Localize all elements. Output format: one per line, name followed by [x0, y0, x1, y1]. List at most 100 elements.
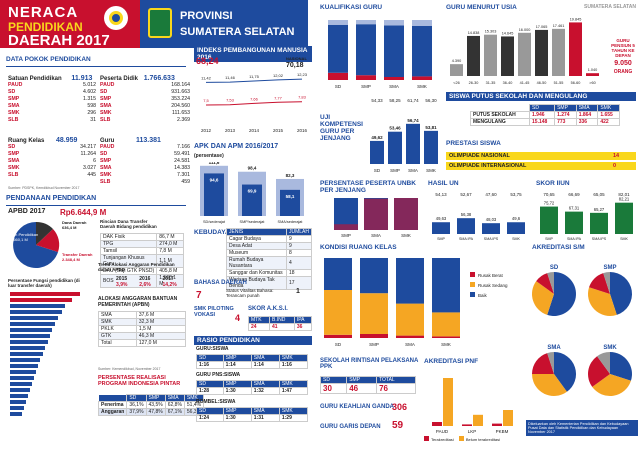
bar [615, 202, 633, 234]
pnf-title: AKREDITASI PNF [424, 358, 479, 365]
uji-value: 53,81 [425, 125, 437, 130]
alokasi-source: Sumber: Kemendikbud, November 2017 [98, 367, 161, 371]
fungsi-bar [10, 346, 45, 350]
uji-cat: SMA [408, 168, 418, 173]
fungsi-bar [10, 298, 72, 302]
ipm-hls-label: 11,75 [249, 74, 259, 79]
apm-bar [242, 184, 262, 216]
akr-slice [536, 273, 554, 294]
fungsi-bar [10, 382, 32, 386]
satuan-list: PAUD 5.012 SD 4.602 SMP 1.315 SMA 598 SMK 296 SLB 3… [8, 82, 96, 124]
apk-cat: SD/sederajat [203, 220, 226, 224]
list-item: SMK 296 [8, 110, 96, 116]
usia-cat: 51-55 [554, 81, 564, 85]
apk-bar-chart: 111,6 94,6 SD/sederajat 98,4 69,9 SMP/sederaj… [200, 162, 304, 224]
bahasa-value: 7 [196, 290, 202, 301]
data-pokok-title: DATA POKOK PENDIDIKAN [6, 56, 91, 63]
list-item: SMP 353.224 [100, 96, 190, 102]
ipm-rls-label: 7,77 [274, 95, 283, 100]
table-row: Sanggar dan Komunitas 18 [226, 269, 313, 277]
rasio-rombel-label: ROMBEL:SISWA [196, 399, 236, 405]
usia-title: GURU MENURUT USIA [446, 4, 517, 11]
table-row: Museum 8 [226, 249, 313, 257]
uji-bar-chart: 54,33 49,62 SD 58,25 53,46 SMP 61,74 56,74 SMA 56… [370, 98, 438, 173]
kondisi-seg [396, 335, 424, 338]
kual-cat: SMK [417, 84, 427, 89]
guru-list: PAUD 7.166 SD 59.491 SMP 24.581 SMA 14.383 SMK 7.… [100, 144, 190, 186]
usia-value: 4.390 [452, 59, 462, 63]
fungsi-bar [10, 340, 48, 344]
kondisi-legend-sq [470, 282, 475, 287]
list-item: SMA 14.383 [100, 165, 190, 171]
kual-seg [384, 20, 404, 26]
piloting-value: 4 [235, 313, 241, 323]
nas-label: 52,67 [460, 192, 472, 197]
kondisi-legend: Rusak Sedang [478, 283, 508, 288]
ipm-rls-label: 7,53 [226, 98, 235, 103]
usia-bar [535, 29, 548, 76]
header-title-3: DAERAH 2017 [8, 32, 110, 49]
akr-slice [532, 353, 554, 374]
ipm-rls-label: 7,66 [250, 96, 259, 101]
pendanaan-title: PENDANAAN PENDIDIKAN [6, 195, 97, 202]
akr-slice [610, 352, 632, 381]
ipm-nasional: 70,18 [286, 62, 304, 69]
alokasi-title: ALOKASI ANGGARAN BANTUAN PEMERINTAH (APB… [98, 296, 178, 308]
bar-cat: SMK [620, 237, 628, 241]
bar-value: 48,03 [486, 217, 497, 222]
aksi-table: MTK B.IND IPA 24 41 36 [247, 316, 313, 331]
uji-nas: 61,74 [407, 98, 419, 103]
pnf-cat: PAUD [436, 429, 449, 434]
usia-value: 19.845 [570, 17, 582, 21]
pnf-bar [462, 424, 472, 426]
ipm-value: 68,24 [196, 56, 219, 66]
trend-title: Trend Alokasi Anggaran Pendidikan dalam … [98, 262, 175, 272]
bar [565, 211, 583, 234]
satuan-block: Satuan Pendidikan 11.913 PAUD 5.012 SD 4.60… [8, 75, 96, 124]
usia-value: 16.000 [519, 28, 531, 32]
pnf-bar [443, 378, 453, 426]
piloting-title: SMK PILOTING VOKASI [194, 306, 234, 318]
bar-value: 49,63 [436, 216, 447, 221]
fungsi-bar [10, 352, 43, 356]
bar-cat: SMA IPA [459, 237, 474, 241]
ipm-line-chart: 2012 2013 2014 2015 2016 11,42 11,46 11,75 12,02… [201, 72, 308, 133]
bar-value: 65,27 [594, 207, 605, 212]
usia-bar [484, 34, 497, 76]
pnf-bar [492, 423, 502, 426]
kondisi-cat: SMK [441, 342, 451, 347]
bar [540, 206, 558, 234]
uji-nas: 56,30 [425, 98, 437, 103]
akr-slice [547, 272, 576, 316]
ipm-title: INDEKS PEMBANGUNAN MANUSIA 2016 [194, 46, 312, 62]
list-item: SMK 3.027 [8, 165, 96, 171]
unbk-fill [334, 224, 358, 230]
apbd-value: Rp6.644,9 M [60, 208, 107, 217]
usia-cat: 41-45 [520, 81, 530, 85]
trend-table: 2015 2016 2017 3,9% 2,6% 14,2% [116, 276, 177, 288]
table-row: SMK 32,3 M [98, 318, 187, 326]
kual-cat: SMA [389, 84, 399, 89]
rasio-pns-table: SD SMP SMA SMK 1:28 1:30 1:32 1:47 [196, 380, 309, 395]
kual-seg [356, 75, 376, 80]
prestasi-list: OLIMPIADE NASIONAL 14 OLIMPIADE INTERNASI… [446, 152, 636, 170]
keahlian-value: 306 [392, 402, 408, 412]
kondisi-seg [432, 336, 460, 338]
uji-bar [406, 123, 420, 164]
rintisan-table: SD SMP TOTAL 30 46 76 [319, 376, 416, 394]
apk-title: APK DAN APM 2016/2017 [194, 143, 279, 150]
akr-slice [588, 356, 610, 387]
ipm-hls-line [205, 78, 303, 83]
usia-value: 14.838 [468, 31, 480, 35]
list-item: SMA 6 [8, 158, 96, 164]
fungsi-bar [10, 304, 65, 308]
kondisi-cat: SD [335, 342, 342, 347]
kondisi-seg [360, 334, 388, 338]
kual-seg [328, 72, 348, 80]
ipm-hls-label: 12,23 [297, 72, 308, 77]
kual-cat: SMP [361, 84, 371, 89]
akr-label: SMP [603, 265, 616, 271]
pip-table: SD SMP SMA SMK Penerima 36,1% 43,5% 62,8% 51,4%… [97, 394, 205, 416]
nas-label: 70,65 [543, 192, 555, 197]
bar [432, 222, 450, 234]
